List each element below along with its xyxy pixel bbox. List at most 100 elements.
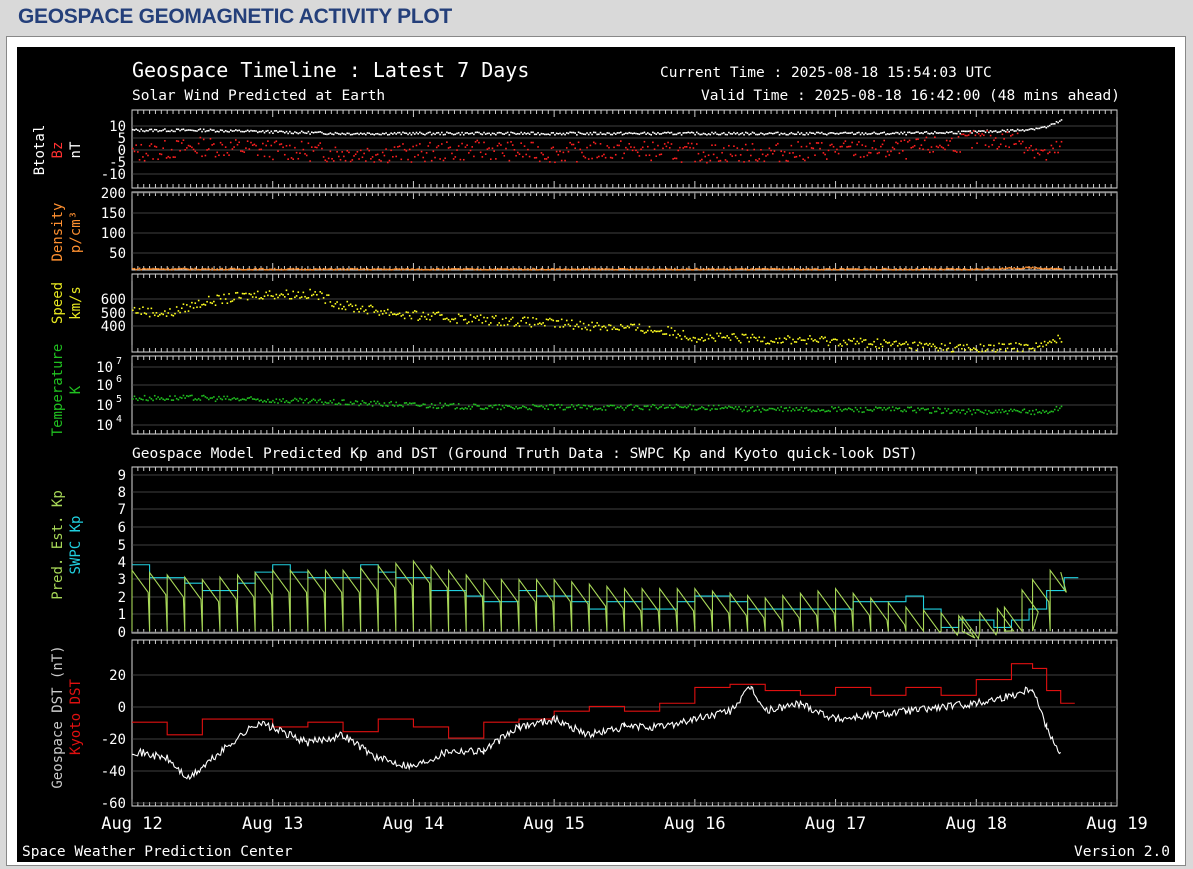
- speed-point: [986, 348, 989, 351]
- bz-point: [262, 142, 264, 145]
- speed-point: [302, 291, 305, 294]
- density-point: [520, 268, 522, 270]
- bz-point: [609, 156, 612, 159]
- btotal-point: [1015, 130, 1017, 132]
- bz-point: [753, 148, 755, 151]
- speed-point: [413, 310, 416, 312]
- bz-point: [429, 141, 431, 144]
- speed-point: [925, 342, 928, 345]
- btotal-point: [842, 131, 845, 134]
- density-point: [462, 268, 465, 270]
- speed-point: [236, 291, 239, 294]
- speed-point: [778, 337, 781, 340]
- bz-point: [567, 150, 570, 153]
- btotal-point: [392, 133, 394, 135]
- btotal-point: [625, 132, 627, 135]
- btotal-point: [317, 131, 320, 133]
- temperature-point: [300, 398, 303, 401]
- density-point: [344, 269, 347, 271]
- density-point: [619, 267, 622, 270]
- bz-point: [598, 155, 600, 158]
- density-point: [804, 268, 806, 271]
- temperature-point: [368, 403, 370, 405]
- temperature-point: [903, 409, 906, 411]
- btotal-point: [949, 131, 951, 133]
- density-point: [734, 268, 737, 271]
- density-point: [871, 268, 874, 271]
- btotal-point: [351, 133, 354, 136]
- speed-point: [616, 328, 619, 331]
- bz-point: [942, 147, 945, 149]
- speed-point: [189, 305, 192, 308]
- temperature-point: [191, 394, 193, 397]
- bz-point: [569, 141, 571, 144]
- density-point: [787, 268, 789, 271]
- btotal-point: [516, 132, 519, 135]
- density-point: [478, 269, 480, 271]
- density-point: [554, 269, 556, 271]
- bz-point: [339, 158, 342, 161]
- btotal-point: [572, 131, 575, 134]
- speed-point: [393, 313, 396, 315]
- btotal-point: [565, 132, 568, 134]
- bz-point: [660, 153, 663, 156]
- speed-point: [989, 344, 992, 346]
- btotal-point: [202, 128, 205, 131]
- btotal-point: [609, 133, 612, 136]
- bz-point: [501, 152, 504, 154]
- bz-point: [496, 144, 499, 147]
- temperature-point: [403, 402, 406, 404]
- density-point: [874, 268, 877, 271]
- btotal-point: [532, 131, 534, 134]
- temperature-point: [1032, 409, 1034, 412]
- speed-point: [329, 301, 332, 303]
- temperature-point: [844, 408, 847, 410]
- bz-point: [177, 140, 180, 143]
- bz-point: [643, 140, 646, 143]
- speed-point: [844, 341, 847, 344]
- density-point: [800, 269, 803, 271]
- temperature-point: [525, 406, 528, 409]
- speed-point: [408, 314, 411, 317]
- speed-point: [793, 341, 796, 343]
- density-point: [289, 267, 291, 270]
- temperature-point: [143, 394, 146, 397]
- speed-point: [290, 297, 293, 300]
- density-point: [392, 268, 394, 271]
- btotal-point: [354, 132, 357, 135]
- temperature-point: [365, 402, 367, 404]
- density-point: [780, 268, 783, 271]
- btotal-point: [559, 132, 561, 135]
- temperature-point: [967, 408, 970, 410]
- density-point: [157, 268, 159, 270]
- bz-point: [961, 133, 963, 136]
- bz-point: [363, 152, 365, 155]
- density-point: [832, 268, 835, 270]
- bz-point: [630, 146, 632, 148]
- speed-point: [724, 336, 727, 339]
- temperature-point: [765, 409, 767, 412]
- density-point: [613, 269, 615, 271]
- density-point: [750, 268, 752, 271]
- density-point: [403, 268, 406, 271]
- btotal-point: [773, 132, 776, 135]
- bz-point: [704, 155, 707, 158]
- bz-point: [1043, 149, 1046, 151]
- btotal-point: [363, 132, 365, 135]
- y-axis-label: Pred. Est. Kp: [50, 490, 66, 600]
- speed-point: [908, 347, 911, 349]
- bz-point: [711, 144, 713, 147]
- temperature-point: [331, 401, 333, 404]
- density-point: [635, 267, 637, 270]
- bz-point: [628, 142, 631, 145]
- btotal-point: [974, 130, 977, 133]
- bz-point: [310, 146, 313, 148]
- density-point: [186, 268, 188, 270]
- bz-point: [1003, 138, 1005, 140]
- btotal-point: [402, 131, 404, 134]
- temperature-point: [483, 408, 485, 411]
- speed-point: [478, 319, 480, 321]
- speed-point: [241, 292, 244, 295]
- speed-point: [321, 292, 323, 295]
- temperature-point: [528, 407, 531, 410]
